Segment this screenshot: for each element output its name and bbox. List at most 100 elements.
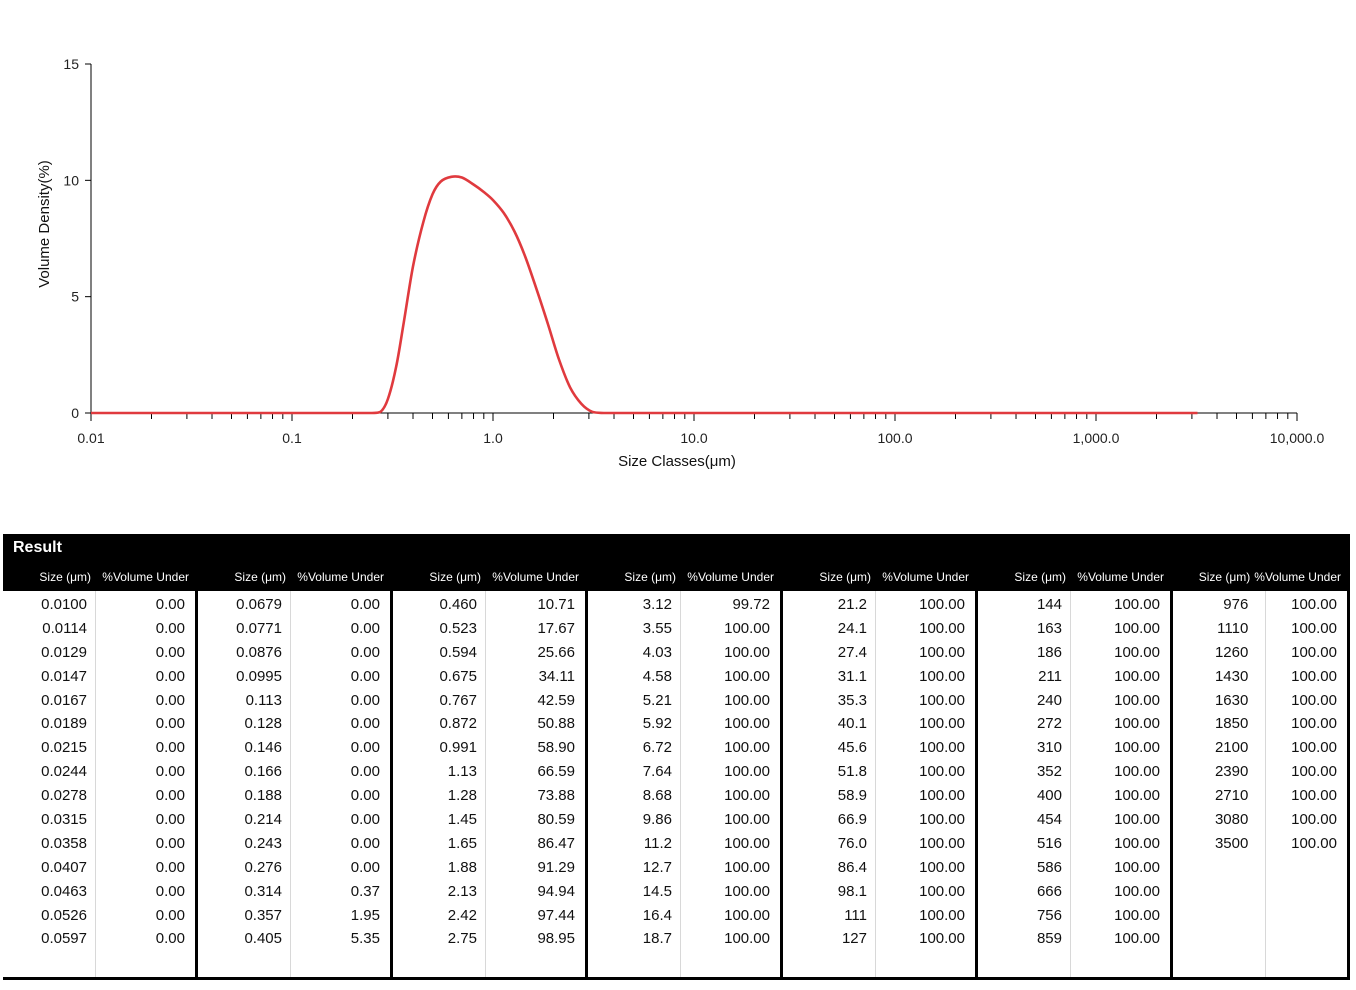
volume-under-cell: 10.71 — [537, 596, 575, 613]
size-cell: 0.405 — [244, 930, 282, 948]
table-row: 2.13 94.94 — [393, 880, 585, 904]
volume-under-cell: 0.00 — [350, 834, 380, 852]
size-cell: 4.58 — [642, 667, 672, 685]
size-cell: 35.3 — [837, 691, 867, 709]
result-column-group: Size (μm) %Volume Under 976 100.00 1110 100.0… — [1173, 564, 1347, 977]
size-column-header: Size (μm) — [624, 570, 676, 584]
size-cell: 211 — [1038, 667, 1062, 685]
size-cell: 4.03 — [642, 643, 672, 661]
column-body: 21.2 100.00 24.1 100.00 27.4 100.00 31.1 100.00… — [783, 591, 975, 977]
size-cell: 272 — [1036, 715, 1062, 733]
table-row: 1260 100.00 — [1173, 641, 1347, 665]
volume-under-cell: 100.00 — [1114, 930, 1160, 948]
volume-under-cell: 100.00 — [919, 763, 965, 781]
column-body: 144 100.00 163 100.00 186 100.00 211 100.00 240 1… — [978, 591, 1170, 977]
table-row: 272 100.00 — [978, 712, 1170, 736]
volume-under-cell: 0.00 — [350, 858, 380, 876]
table-row: 98.1 100.00 — [783, 880, 975, 904]
volume-under-cell: 0.00 — [350, 643, 380, 661]
result-column-group: Size (μm) %Volume Under 144 100.00 163 100.00… — [978, 564, 1170, 977]
size-cell: 111 — [844, 906, 867, 924]
volume-under-cell: 17.67 — [537, 619, 575, 637]
size-cell: 2.13 — [447, 882, 477, 900]
table-row: 1.13 66.59 — [393, 760, 585, 784]
table-row: 14.5 100.00 — [588, 880, 780, 904]
volume-under-cell: 100.00 — [1114, 906, 1160, 924]
volume-under-cell: 100.00 — [1114, 643, 1160, 661]
size-cell: 0.0114 — [42, 619, 87, 637]
volume-under-cell: 0.00 — [155, 858, 185, 876]
volume-under-cell: 100.00 — [1291, 619, 1337, 637]
volume-under-cell: 100.00 — [919, 834, 965, 852]
volume-under-cell: 100.00 — [724, 715, 770, 733]
table-row: 1.28 73.88 — [393, 784, 585, 808]
table-row: 240 100.00 — [978, 689, 1170, 713]
table-row: 111 100.00 — [783, 904, 975, 928]
size-cell: 5.92 — [642, 715, 672, 733]
table-row: 0.0167 0.00 — [3, 689, 195, 713]
table-row: 2390 100.00 — [1173, 760, 1347, 784]
size-cell: 31.1 — [837, 667, 867, 685]
volume-under-cell: 100.00 — [1114, 715, 1160, 733]
size-cell: 1110 — [1217, 619, 1249, 637]
volume-under-cell: 100.00 — [1291, 643, 1337, 661]
x-tick-label: 1,000.0 — [1073, 430, 1120, 446]
table-row: 35.3 100.00 — [783, 689, 975, 713]
volume-under-cell: 80.59 — [537, 811, 575, 829]
volume-under-cell: 0.00 — [155, 763, 185, 781]
table-row: 0.357 1.95 — [198, 904, 390, 928]
size-cell: 0.214 — [244, 811, 282, 829]
size-cell: 144 — [1036, 596, 1062, 613]
table-row: 76.0 100.00 — [783, 832, 975, 856]
size-cell: 0.0597 — [41, 930, 87, 948]
size-cell: 163 — [1036, 619, 1062, 637]
table-row: 0.0771 0.00 — [198, 617, 390, 641]
size-cell: 0.991 — [439, 739, 477, 757]
size-cell: 0.0100 — [41, 596, 87, 613]
size-cell: 0.0215 — [41, 739, 87, 757]
volume-under-cell: 100.00 — [919, 643, 965, 661]
table-row: 1.65 86.47 — [393, 832, 585, 856]
table-row: 0.214 0.00 — [198, 808, 390, 832]
column-body: 0.460 10.71 0.523 17.67 0.594 25.66 0.675 34.11… — [393, 591, 585, 977]
table-row: 1.88 91.29 — [393, 856, 585, 880]
volume-under-cell: 100.00 — [1291, 811, 1337, 829]
size-cell: 0.276 — [244, 858, 282, 876]
table-row: 0.0876 0.00 — [198, 641, 390, 665]
y-tick-label: 0 — [71, 405, 79, 421]
volume-under-cell: 100.00 — [724, 643, 770, 661]
volume-under-column-header: %Volume Under — [687, 570, 774, 584]
table-row: 0.0315 0.00 — [3, 808, 195, 832]
size-cell: 516 — [1036, 834, 1062, 852]
volume-under-cell: 66.59 — [537, 763, 575, 781]
volume-under-cell: 100.00 — [1114, 834, 1160, 852]
size-cell: 11.2 — [643, 834, 672, 852]
table-row: 7.64 100.00 — [588, 760, 780, 784]
column-header-row: Size (μm) %Volume Under — [3, 564, 195, 591]
table-row: 1110 100.00 — [1173, 617, 1347, 641]
table-row: 0.0114 0.00 — [3, 617, 195, 641]
volume-under-cell: 100.00 — [724, 834, 770, 852]
table-row: 2.42 97.44 — [393, 904, 585, 928]
table-row: 0.0597 0.00 — [3, 927, 195, 951]
table-row: 0.188 0.00 — [198, 784, 390, 808]
volume-under-cell: 0.00 — [155, 715, 185, 733]
table-row: 3080 100.00 — [1173, 808, 1347, 832]
volume-under-cell: 0.00 — [155, 787, 185, 805]
size-cell: 0.166 — [244, 763, 282, 781]
size-cell: 16.4 — [642, 906, 672, 924]
result-column-group: Size (μm) %Volume Under 0.0679 0.00 0.0771 0.… — [198, 564, 390, 977]
volume-under-cell: 100.00 — [919, 858, 965, 876]
table-row: 31.1 100.00 — [783, 665, 975, 689]
size-cell: 2390 — [1214, 763, 1249, 781]
table-row: 0.0147 0.00 — [3, 665, 195, 689]
size-cell: 40.1 — [837, 715, 867, 733]
size-cell: 976 — [1223, 596, 1249, 613]
table-row: 0.0679 0.00 — [198, 593, 390, 617]
volume-under-cell: 100.00 — [724, 619, 770, 637]
size-cell: 2.42 — [447, 906, 477, 924]
size-cell: 9.86 — [642, 811, 672, 829]
volume-under-cell: 100.00 — [919, 739, 965, 757]
size-cell: 127 — [841, 930, 867, 948]
size-column-header: Size (μm) — [819, 570, 871, 584]
